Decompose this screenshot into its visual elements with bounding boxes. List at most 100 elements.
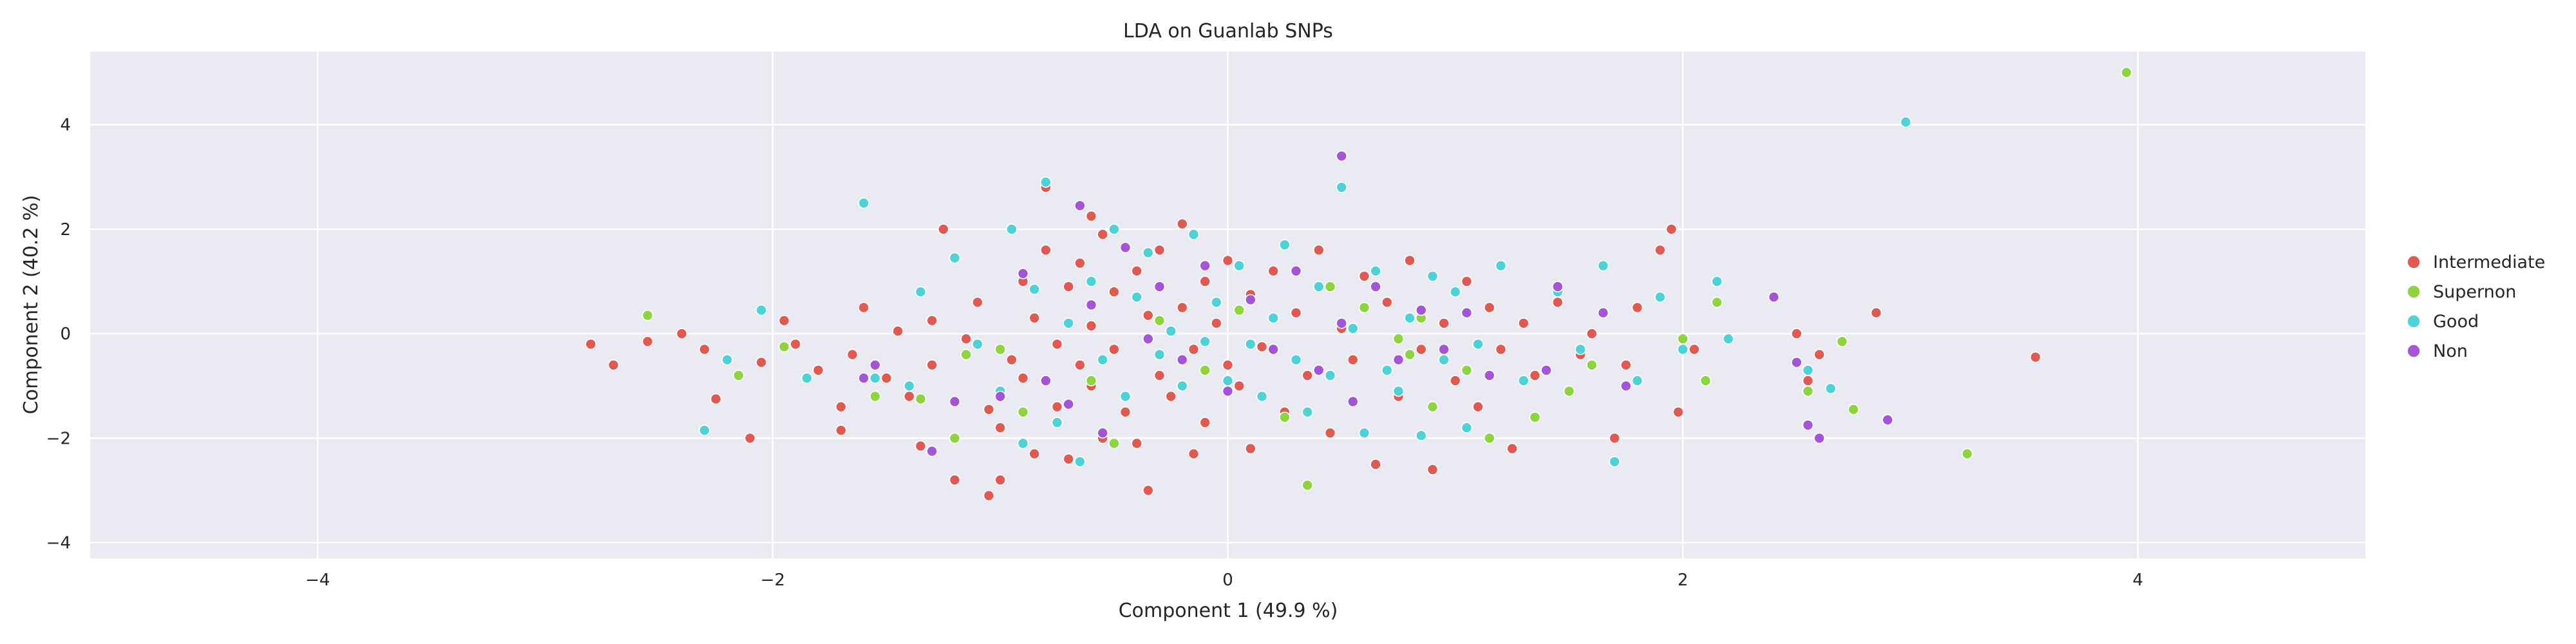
data-point <box>699 343 710 355</box>
series-supernon <box>641 66 2132 491</box>
data-point <box>1097 229 1108 240</box>
data-point <box>733 370 744 381</box>
data-point <box>1416 343 1427 355</box>
series-non <box>858 150 1893 457</box>
data-point <box>1336 150 1347 162</box>
data-point <box>1119 390 1132 402</box>
data-point <box>1051 417 1063 428</box>
data-point <box>1711 276 1723 287</box>
data-point <box>869 372 881 384</box>
data-point <box>1085 320 1097 332</box>
data-point <box>926 314 938 327</box>
data-point <box>1279 239 1291 251</box>
data-point <box>1165 390 1177 402</box>
data-point <box>1165 325 1177 337</box>
data-point <box>1290 354 1302 366</box>
legend-label: Intermediate <box>2433 252 2545 272</box>
data-point <box>994 343 1006 355</box>
data-point <box>721 354 733 366</box>
data-point <box>983 403 995 415</box>
y-tick-label: 4 <box>60 116 71 135</box>
data-point <box>1063 453 1074 465</box>
legend: Intermediate Supernon Good Non <box>2407 252 2545 361</box>
data-point <box>1222 359 1234 371</box>
data-point <box>1040 244 1052 256</box>
data-point <box>1392 385 1405 397</box>
data-point <box>949 474 961 486</box>
data-point <box>1097 354 1108 366</box>
data-point <box>1153 348 1166 361</box>
data-point <box>1313 281 1325 292</box>
data-point <box>1028 283 1040 296</box>
data-point <box>1723 333 1734 345</box>
data-point <box>1882 414 1893 426</box>
data-point <box>812 365 824 376</box>
data-point <box>1631 375 1643 386</box>
data-point <box>983 489 995 502</box>
legend-marker <box>2407 314 2421 328</box>
data-point <box>1267 312 1279 324</box>
data-point <box>1177 301 1188 314</box>
data-point <box>1199 260 1211 272</box>
data-point <box>1461 276 1473 287</box>
data-point <box>938 223 949 235</box>
data-point <box>1085 375 1097 386</box>
data-point <box>1472 338 1484 350</box>
data-point <box>1404 254 1416 267</box>
y-axis-title: Component 2 (40.2 %) <box>20 195 43 415</box>
x-tick-label: −2 <box>761 571 785 590</box>
data-point <box>1961 448 1973 460</box>
data-point <box>1575 343 1586 355</box>
data-point <box>1302 406 1313 418</box>
data-point <box>1153 314 1166 327</box>
data-point <box>1336 182 1347 193</box>
data-point <box>1199 417 1211 428</box>
data-point <box>1108 223 1120 235</box>
data-point <box>1177 380 1188 392</box>
data-point <box>1177 218 1188 230</box>
data-point <box>1028 448 1040 460</box>
data-point <box>1063 281 1074 292</box>
data-point <box>1051 338 1063 350</box>
data-point <box>1506 442 1518 455</box>
data-point <box>778 314 790 327</box>
data-point <box>949 432 961 444</box>
data-point <box>1017 372 1029 384</box>
data-point <box>1677 333 1689 345</box>
data-point <box>994 474 1006 486</box>
data-point <box>755 356 767 368</box>
data-point <box>801 372 813 384</box>
data-point <box>846 348 858 361</box>
data-point <box>1484 432 1495 444</box>
data-point <box>1654 244 1666 256</box>
data-point <box>1063 398 1074 410</box>
data-point <box>1552 296 1564 308</box>
data-point <box>1302 370 1313 381</box>
chart-title: LDA on Guanlab SNPs <box>1123 20 1333 43</box>
data-point <box>1426 401 1439 413</box>
data-point <box>1188 448 1200 460</box>
data-point <box>1620 359 1632 371</box>
data-point <box>1814 348 1825 361</box>
data-point <box>641 309 654 321</box>
data-point <box>1438 343 1450 355</box>
data-point <box>1142 247 1154 259</box>
data-point <box>1153 244 1166 256</box>
data-point <box>1290 265 1302 277</box>
data-point <box>1370 265 1381 277</box>
data-point <box>1540 365 1552 376</box>
data-point <box>1461 422 1473 434</box>
data-point <box>790 338 801 350</box>
data-point <box>835 424 847 437</box>
data-point <box>1654 291 1666 303</box>
data-point <box>1290 307 1302 319</box>
x-tick-label: −4 <box>305 571 330 590</box>
data-point <box>1313 244 1325 256</box>
legend-marker <box>2407 344 2421 358</box>
data-point <box>1631 301 1643 314</box>
data-point <box>1416 304 1427 316</box>
data-point <box>869 390 881 402</box>
y-tick-label: −4 <box>46 534 71 553</box>
data-point <box>744 432 756 444</box>
